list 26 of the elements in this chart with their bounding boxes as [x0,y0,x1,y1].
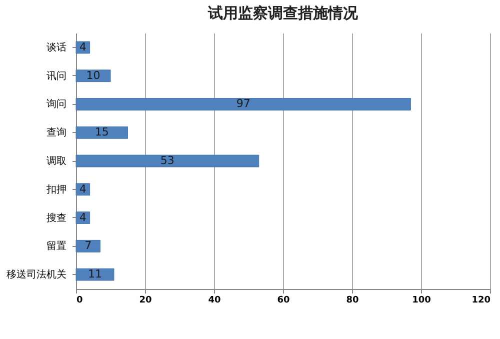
chart-title: 试用监察调查措施情况 [207,4,359,22]
y-tick-label: 移送司法机关 [6,268,66,281]
data-label: 10 [86,68,100,82]
y-tick-label: 调取 [46,155,66,167]
data-label: 53 [160,154,174,167]
data-label: 7 [84,239,92,252]
y-tick-label: 扣押 [46,183,66,196]
y-tick-label: 询问 [46,98,66,110]
x-tick-label: 40 [208,296,221,306]
data-label: 97 [236,97,250,110]
x-tick-label: 0 [76,296,83,306]
y-tick-label: 谈话 [46,41,66,54]
x-tick-label: 20 [139,296,152,306]
y-tick-label: 留置 [46,240,66,252]
x-tick-label: 80 [346,296,359,306]
y-tick-label: 搜查 [46,212,66,224]
x-tick-label: 60 [277,296,290,306]
y-tick-label: 讯问 [46,70,66,82]
x-tick-label: 100 [412,296,431,306]
y-tick-label: 查询 [46,126,66,139]
data-label: 11 [88,268,102,281]
data-label: 4 [79,40,86,54]
x-tick-label: 120 [472,296,490,306]
data-label: 4 [79,182,86,196]
data-label: 4 [79,210,86,224]
data-label: 15 [94,126,109,139]
